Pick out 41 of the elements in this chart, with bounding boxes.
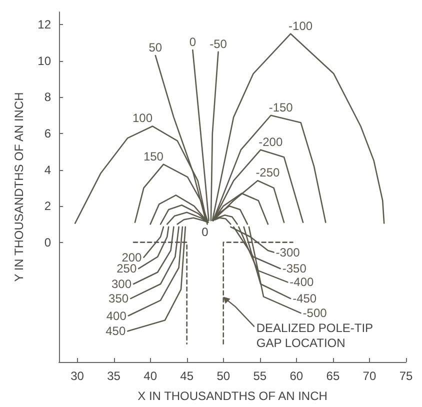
series-label: -400 — [290, 275, 314, 290]
y-tick-label: 12 — [38, 18, 52, 32]
series-label: 400 — [106, 308, 127, 323]
y-tick-label: 6 — [44, 126, 52, 141]
series-label: -150 — [268, 100, 294, 114]
x-tick-label: 70 — [362, 369, 376, 383]
annotation: DEALIZED POLE-TIP GAP LOCATION — [256, 321, 374, 350]
x-tick-label: 75 — [399, 369, 413, 383]
series-label: -100 — [288, 18, 313, 33]
y-tick-label: 4 — [44, 162, 52, 177]
y-tick-label: 2 — [44, 199, 52, 214]
series-label: 150 — [143, 149, 164, 164]
series-label: 50 — [148, 40, 162, 55]
x-axis-title: X IN THOUSANDTHS OF AN INCH — [138, 389, 328, 403]
y-axis-title: Y IN THOUSANDTHS OF AN INCH — [12, 92, 26, 282]
x-tick-label: 45 — [180, 369, 194, 383]
series-label: -200 — [258, 134, 283, 149]
series-label: 350 — [108, 292, 129, 306]
y-tick-label: 10 — [38, 54, 52, 68]
series-label: -50 — [210, 36, 228, 51]
series-label: -500 — [302, 306, 328, 320]
series-label: 100 — [132, 111, 153, 126]
series-label: -300 — [276, 245, 300, 260]
x-tick-label: 60 — [290, 369, 304, 383]
annotation: 0 — [202, 225, 209, 239]
x-tick-label: 30 — [70, 369, 84, 383]
series-label: 300 — [111, 277, 132, 292]
series-label: 0 — [189, 35, 196, 50]
x-tick-label: 55 — [253, 369, 267, 383]
x-tick-label: 40 — [144, 369, 158, 383]
series-label: -250 — [256, 166, 280, 180]
series-label: 250 — [116, 262, 137, 276]
x-tick-label: 50 — [216, 369, 230, 383]
series-label: -450 — [292, 292, 317, 306]
x-tick-label: 35 — [107, 369, 121, 383]
series-label: 200 — [122, 250, 142, 264]
y-tick-label: 8 — [44, 90, 52, 104]
x-tick-label: 65 — [326, 369, 340, 383]
y-tick-label: 0 — [44, 235, 52, 250]
series-label: -350 — [282, 262, 307, 276]
series-label: 450 — [106, 324, 126, 338]
